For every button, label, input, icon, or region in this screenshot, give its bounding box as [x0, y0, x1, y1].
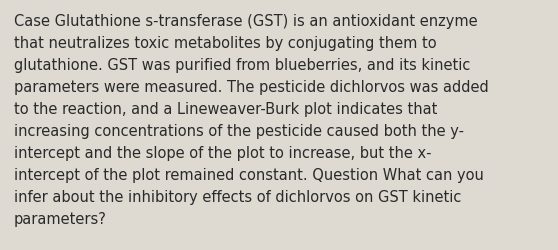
Text: intercept and the slope of the plot to increase, but the x-: intercept and the slope of the plot to i… — [14, 146, 431, 160]
Text: increasing concentrations of the pesticide caused both the y-: increasing concentrations of the pestici… — [14, 124, 464, 138]
Text: to the reaction, and a Lineweaver-Burk plot indicates that: to the reaction, and a Lineweaver-Burk p… — [14, 102, 437, 116]
Text: that neutralizes toxic metabolites by conjugating them to: that neutralizes toxic metabolites by co… — [14, 36, 436, 51]
Text: glutathione. GST was purified from blueberries, and its kinetic: glutathione. GST was purified from blueb… — [14, 58, 470, 73]
Text: parameters were measured. The pesticide dichlorvos was added: parameters were measured. The pesticide … — [14, 80, 489, 94]
Text: infer about the inhibitory effects of dichlorvos on GST kinetic: infer about the inhibitory effects of di… — [14, 189, 461, 204]
Text: intercept of the plot remained constant. Question What can you: intercept of the plot remained constant.… — [14, 167, 484, 182]
Text: Case Glutathione s-transferase (GST) is an antioxidant enzyme: Case Glutathione s-transferase (GST) is … — [14, 14, 478, 29]
Text: parameters?: parameters? — [14, 211, 107, 226]
